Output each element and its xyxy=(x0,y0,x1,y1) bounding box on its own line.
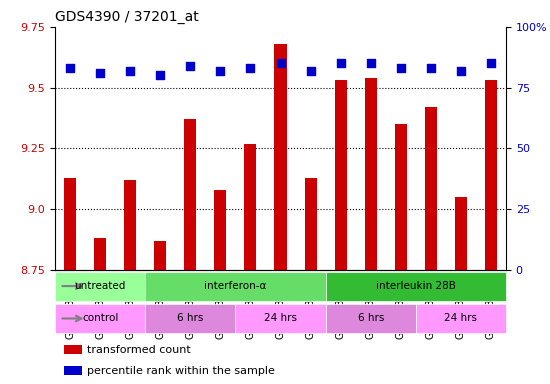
Bar xyxy=(64,177,76,270)
Point xyxy=(276,60,285,66)
Bar xyxy=(124,180,136,270)
Point xyxy=(487,60,496,66)
FancyBboxPatch shape xyxy=(55,304,145,333)
Point xyxy=(186,63,195,69)
FancyBboxPatch shape xyxy=(326,304,416,333)
Text: interferon-α: interferon-α xyxy=(204,281,267,291)
Text: percentile rank within the sample: percentile rank within the sample xyxy=(86,366,274,376)
Bar xyxy=(64,366,82,375)
Text: transformed count: transformed count xyxy=(86,345,190,355)
FancyBboxPatch shape xyxy=(326,271,506,301)
Bar xyxy=(64,345,82,354)
Text: 6 hrs: 6 hrs xyxy=(358,313,384,323)
FancyBboxPatch shape xyxy=(416,304,506,333)
Point xyxy=(397,65,405,71)
Point xyxy=(65,65,74,71)
Bar xyxy=(365,78,377,270)
Point xyxy=(426,65,435,71)
Text: 24 hrs: 24 hrs xyxy=(444,313,477,323)
Text: GDS4390 / 37201_at: GDS4390 / 37201_at xyxy=(55,10,199,25)
Text: control: control xyxy=(82,313,118,323)
FancyBboxPatch shape xyxy=(145,304,235,333)
Point xyxy=(216,68,225,74)
Bar xyxy=(244,144,256,270)
Point xyxy=(306,68,315,74)
Text: 6 hrs: 6 hrs xyxy=(177,313,204,323)
Bar xyxy=(334,80,346,270)
Bar xyxy=(274,44,287,270)
Bar xyxy=(305,177,317,270)
Point xyxy=(456,68,465,74)
Point xyxy=(366,60,375,66)
FancyBboxPatch shape xyxy=(235,304,326,333)
Point xyxy=(156,73,164,79)
Bar xyxy=(425,107,437,270)
Bar xyxy=(184,119,196,270)
Bar xyxy=(214,190,227,270)
Bar xyxy=(455,197,467,270)
FancyBboxPatch shape xyxy=(145,271,326,301)
FancyBboxPatch shape xyxy=(55,271,145,301)
Text: untreated: untreated xyxy=(74,281,126,291)
Point xyxy=(336,60,345,66)
Bar xyxy=(94,238,106,270)
Bar xyxy=(485,80,497,270)
Point xyxy=(126,68,135,74)
Point xyxy=(96,70,104,76)
Text: 24 hrs: 24 hrs xyxy=(264,313,297,323)
Bar xyxy=(154,241,166,270)
Point xyxy=(246,65,255,71)
Bar xyxy=(395,124,407,270)
Text: interleukin 28B: interleukin 28B xyxy=(376,281,456,291)
